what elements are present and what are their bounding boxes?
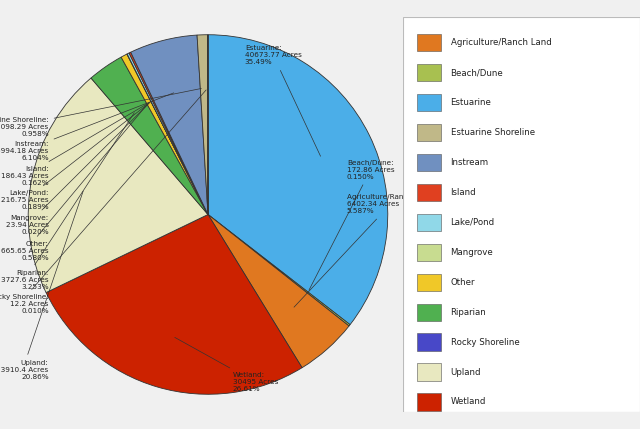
- Text: Riparian: Riparian: [451, 308, 486, 317]
- Wedge shape: [91, 57, 208, 214]
- Wedge shape: [127, 53, 208, 214]
- Bar: [417, 64, 441, 82]
- Text: Instream: Instream: [451, 158, 489, 167]
- Bar: [417, 184, 441, 201]
- Bar: [417, 34, 441, 51]
- Text: Mangrove:
23.94 Acres
0.020%: Mangrove: 23.94 Acres 0.020%: [6, 103, 149, 235]
- Text: Estuarine: Estuarine: [451, 98, 492, 107]
- Wedge shape: [197, 35, 208, 214]
- Bar: [417, 333, 441, 351]
- Wedge shape: [208, 214, 350, 326]
- FancyBboxPatch shape: [403, 17, 640, 412]
- Text: Wetland: Wetland: [451, 398, 486, 406]
- Text: Rocky Shoreline: Rocky Shoreline: [451, 338, 519, 347]
- Text: Lake/Pond: Lake/Pond: [451, 218, 495, 227]
- Bar: [417, 274, 441, 291]
- Text: Island:
186.43 Acres
0.162%: Island: 186.43 Acres 0.162%: [1, 102, 150, 186]
- Text: Riparian:
3727.6 Acres
3.253%: Riparian: 3727.6 Acres 3.253%: [1, 113, 134, 290]
- Bar: [417, 214, 441, 231]
- Wedge shape: [208, 214, 349, 368]
- Text: Island: Island: [451, 188, 476, 197]
- Wedge shape: [28, 78, 208, 293]
- Bar: [417, 124, 441, 141]
- Wedge shape: [131, 35, 208, 214]
- Wedge shape: [121, 54, 208, 214]
- Text: Mangrove: Mangrove: [451, 248, 493, 257]
- Wedge shape: [46, 214, 302, 394]
- Text: Lake/Pond:
216.75 Acres
0.189%: Lake/Pond: 216.75 Acres 0.189%: [1, 103, 150, 210]
- Bar: [417, 303, 441, 321]
- Text: Estuarine:
40673.77 Acres
35.49%: Estuarine: 40673.77 Acres 35.49%: [244, 45, 321, 156]
- Wedge shape: [127, 54, 208, 214]
- Text: Other: Other: [451, 278, 475, 287]
- Bar: [417, 393, 441, 411]
- Bar: [417, 94, 441, 112]
- Text: Estuarine Shoreline: Estuarine Shoreline: [451, 128, 534, 137]
- Text: Estuarine Shoreline:
1098.29 Acres
0.958%: Estuarine Shoreline: 1098.29 Acres 0.958…: [0, 88, 202, 137]
- Wedge shape: [208, 35, 388, 325]
- Text: Beach/Dune: Beach/Dune: [451, 68, 503, 77]
- Text: Upland:
23910.4 Acres
20.86%: Upland: 23910.4 Acres 20.86%: [0, 191, 83, 380]
- Text: Instream:
6994.18 Acres
6.104%: Instream: 6994.18 Acres 6.104%: [0, 93, 173, 161]
- Bar: [417, 154, 441, 171]
- Bar: [417, 363, 441, 381]
- Text: Wetland:
30495 Acres
26.61%: Wetland: 30495 Acres 26.61%: [175, 337, 278, 392]
- Text: Rocky Shoreline:
12.2 Acres
0.010%: Rocky Shoreline: 12.2 Acres 0.010%: [0, 90, 206, 314]
- Bar: [417, 244, 441, 261]
- Wedge shape: [129, 52, 208, 214]
- Text: Upland: Upland: [451, 368, 481, 377]
- Text: Beach/Dune:
172.86 Acres
0.150%: Beach/Dune: 172.86 Acres 0.150%: [309, 160, 394, 290]
- Text: Agriculture/Ranch Land:
6402.34 Acres
5.587%: Agriculture/Ranch Land: 6402.34 Acres 5.…: [294, 194, 434, 307]
- Text: Other:
665.65 Acres
0.580%: Other: 665.65 Acres 0.580%: [1, 105, 147, 261]
- Text: Agriculture/Ranch Land: Agriculture/Ranch Land: [451, 38, 551, 47]
